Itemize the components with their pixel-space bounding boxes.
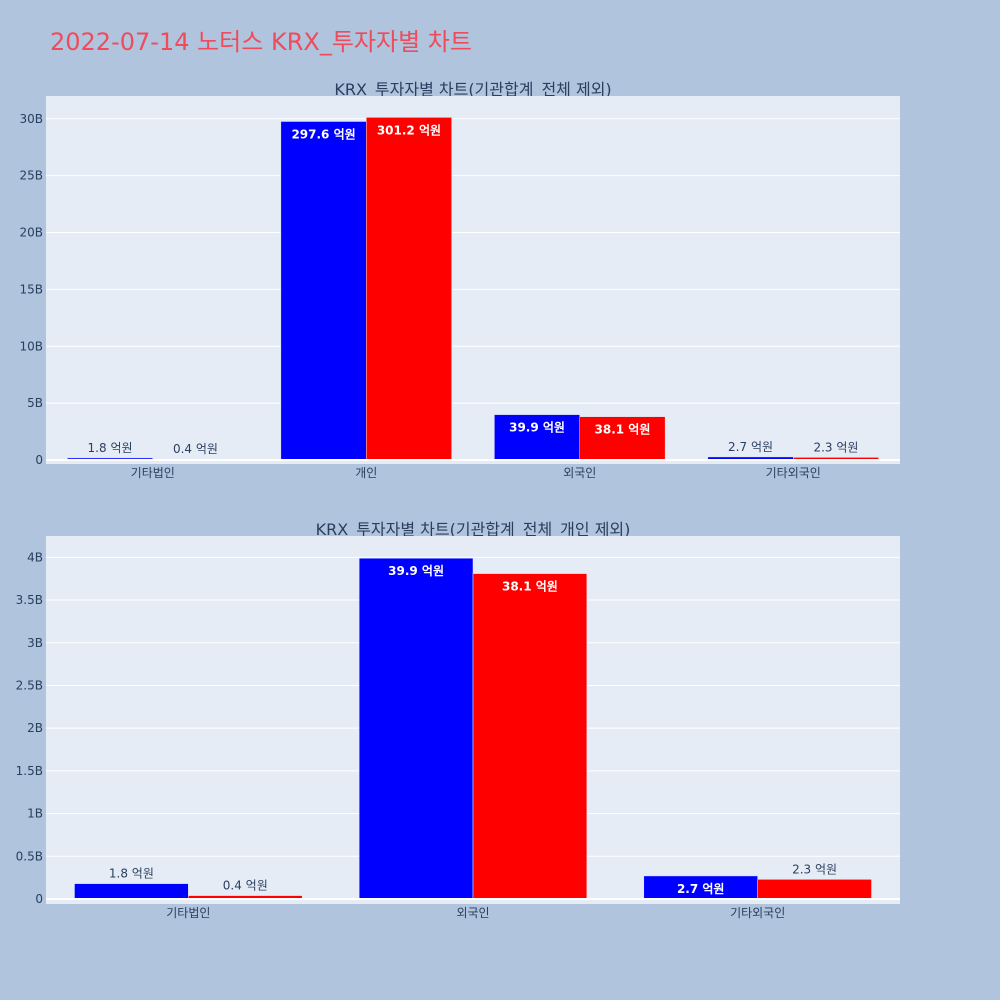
y-tick-label: 2.5B bbox=[16, 678, 43, 692]
bar bbox=[579, 416, 666, 461]
x-tick-label: 기타외국인 bbox=[766, 466, 821, 480]
y-tick-label: 0 bbox=[35, 453, 43, 467]
data-label: 2.3 억원 bbox=[813, 440, 858, 454]
y-tick-label: 3.5B bbox=[16, 593, 43, 607]
chart-title: KRX_투자자별 차트(기관합계_전체_개인 제외) bbox=[316, 520, 631, 540]
chart-bottom: KRX_투자자별 차트(기관합계_전체_개인 제외) 0 0.5B 1B 1.5B 2B… bbox=[16, 520, 900, 920]
y-tick-label: 5B bbox=[27, 396, 43, 410]
data-label: 1.8 억원 bbox=[109, 867, 154, 881]
bar bbox=[472, 573, 588, 900]
data-label: 0.4 억원 bbox=[223, 879, 268, 893]
bar bbox=[358, 557, 474, 900]
bar bbox=[74, 883, 189, 900]
x-tick-label: 외국인 bbox=[456, 906, 489, 920]
y-tick-label: 25B bbox=[19, 169, 43, 183]
chart-top: KRX_투자자별 차트(기관합계_전체 제외) 0 5B 10B 15B 20B 25B 3… bbox=[19, 80, 900, 480]
y-tick-label: 10B bbox=[19, 339, 43, 353]
y-tick-label: 1.5B bbox=[16, 764, 43, 778]
bar bbox=[366, 117, 452, 461]
bar bbox=[280, 121, 367, 461]
page-title: 2022-07-14 노터스 KRX_투자자별 차트 bbox=[50, 28, 472, 56]
y-tick-label: 2B bbox=[27, 721, 43, 735]
x-tick-label: 외국인 bbox=[563, 466, 596, 480]
data-label: 2.7 억원 bbox=[677, 882, 725, 896]
y-tick-label: 15B bbox=[19, 282, 43, 296]
data-label: 39.9 억원 bbox=[388, 564, 444, 578]
y-tick-label: 0 bbox=[35, 892, 43, 906]
x-tick-label: 개인 bbox=[355, 466, 377, 480]
plot-area bbox=[46, 96, 900, 464]
chart-title: KRX_투자자별 차트(기관합계_전체 제외) bbox=[334, 80, 611, 100]
y-tick-label: 3B bbox=[27, 636, 43, 650]
y-tick-label: 0.5B bbox=[16, 849, 43, 863]
y-tick-label: 4B bbox=[27, 550, 43, 564]
y-tick-label: 1B bbox=[27, 807, 43, 821]
x-tick-label: 기타법인 bbox=[131, 466, 175, 480]
data-label: 38.1 억원 bbox=[595, 423, 651, 437]
x-tick-label: 기타법인 bbox=[166, 906, 210, 920]
x-tick-label: 기타외국인 bbox=[730, 906, 785, 920]
data-label: 0.4 억원 bbox=[173, 442, 218, 456]
data-label: 39.9 억원 bbox=[509, 421, 565, 435]
data-label: 297.6 억원 bbox=[291, 127, 355, 141]
data-label: 301.2 억원 bbox=[377, 123, 441, 137]
data-label: 2.7 억원 bbox=[728, 440, 773, 454]
data-label: 2.3 억원 bbox=[792, 862, 837, 876]
data-label: 38.1 억원 bbox=[502, 580, 558, 594]
y-tick-label: 30B bbox=[19, 112, 43, 126]
data-label: 1.8 억원 bbox=[88, 441, 133, 455]
bar bbox=[757, 879, 872, 900]
y-tick-label: 20B bbox=[19, 226, 43, 240]
